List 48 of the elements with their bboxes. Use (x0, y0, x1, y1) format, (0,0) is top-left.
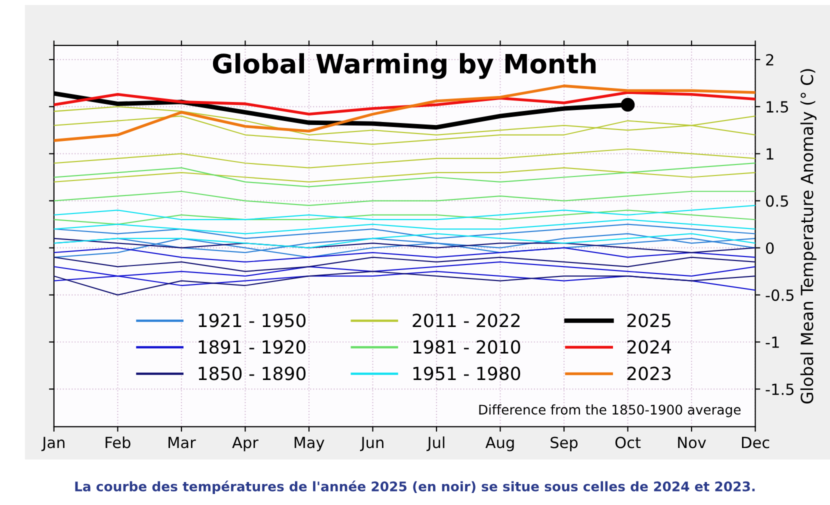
text: La courbe des températures de l'année 2025 (en noir) se situe sous celles de 2024 et 2023. (75, 480, 755, 494)
line-series (54, 256, 756, 272)
x-tick-label: Oct (615, 436, 641, 448)
y-tick-label: 0.5 (766, 195, 788, 207)
x-tick-label: Aug (485, 436, 514, 452)
line-series (54, 148, 756, 168)
y-axis-title: Global Mean Temperature Anomaly (° C) (800, 69, 817, 404)
line-series (54, 167, 756, 183)
legend-label: 1981 - 2010 (413, 340, 520, 354)
x-tick-label: Nov (678, 436, 706, 448)
line-series (54, 190, 756, 206)
x-tick-label: Feb (106, 436, 130, 448)
x-tick-label: May (294, 436, 324, 452)
line-series (54, 224, 756, 239)
line-series (54, 91, 756, 116)
legend-label: 1921 - 1950 (198, 314, 306, 328)
y-tick-label: -0.5 (766, 289, 794, 301)
x-tick-label: Apr (232, 436, 258, 452)
legend-label: 1891 - 1920 (198, 340, 306, 354)
legend-label: 1951 - 1980 (413, 366, 520, 380)
line-series (54, 219, 756, 234)
legend-label: 2023 (627, 366, 671, 380)
chart-title: Global Warming by Month (212, 53, 596, 79)
x-tick-label: Dec (742, 436, 770, 448)
y-tick-label: -1.5 (766, 384, 794, 396)
x-tick-label: Mar (168, 436, 196, 448)
line-series (54, 210, 756, 225)
legend-label: 2024 (627, 340, 671, 354)
y-tick-label: -1 (766, 336, 779, 348)
legend-label: 2011 - 2022 (412, 314, 520, 328)
line-series (54, 162, 756, 188)
y-tick-label: 0 (766, 242, 774, 254)
annotation: Difference from the 1850-1900 average (479, 404, 741, 418)
x-tick-label: Jul (426, 436, 444, 452)
line-series (54, 204, 756, 220)
x-tick-label: Sep (550, 436, 578, 452)
y-tick-label: 1.5 (766, 101, 788, 113)
legend-label: 1850 - 1890 (198, 366, 306, 380)
line-series (54, 270, 756, 296)
line-series (54, 84, 756, 142)
y-tick-label: 2 (766, 54, 774, 66)
x-tick-label: Jan (41, 436, 64, 452)
x-tick-label: Jun (360, 436, 384, 452)
legend-label: 2025 (627, 314, 670, 328)
line-series (54, 247, 756, 263)
line-series (54, 238, 756, 254)
y-tick-label: 1 (766, 148, 774, 160)
line-series (54, 233, 756, 248)
